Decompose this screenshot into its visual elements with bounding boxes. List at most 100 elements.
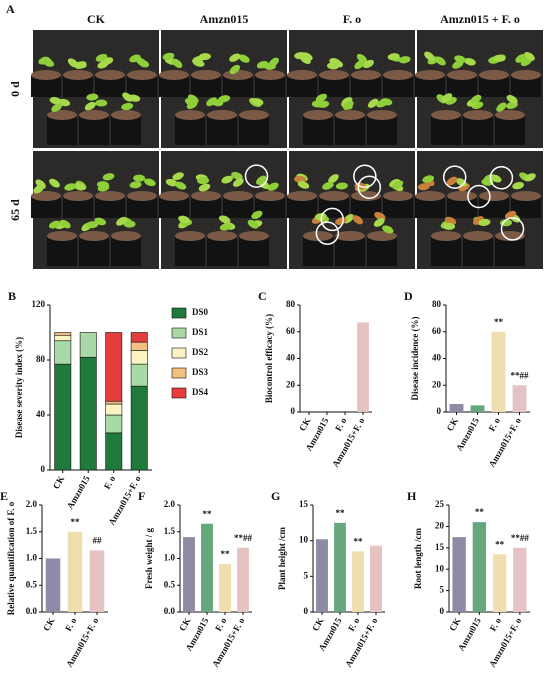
leaf xyxy=(443,222,456,230)
leaf xyxy=(398,56,411,64)
bar xyxy=(449,403,464,412)
x-tick-label: CK xyxy=(447,616,462,633)
leaf xyxy=(247,219,259,229)
bar-segment xyxy=(54,332,72,336)
bar-segment xyxy=(105,432,123,471)
leaf xyxy=(48,220,61,229)
soil xyxy=(223,70,253,80)
leaf xyxy=(311,100,324,108)
bar xyxy=(452,537,466,612)
pot xyxy=(223,75,253,97)
significance-label: **## xyxy=(234,533,253,543)
leaf xyxy=(133,174,146,182)
leaf xyxy=(33,184,45,194)
soil xyxy=(415,70,445,80)
leaf xyxy=(515,54,527,63)
y-axis-title: Disease severity index (%) xyxy=(14,337,24,438)
y-tick-label: 60 xyxy=(286,326,296,336)
y-axis-title: Plant height /cm xyxy=(277,527,287,590)
bar-segment xyxy=(130,332,148,343)
pot xyxy=(287,196,317,218)
leaf xyxy=(374,212,386,221)
bar-segment xyxy=(54,334,72,342)
highlight-circle xyxy=(489,165,514,190)
pot xyxy=(287,75,317,97)
panel-label: D xyxy=(404,289,413,303)
leaf xyxy=(524,173,536,182)
leaf xyxy=(238,54,250,63)
pot xyxy=(191,75,221,97)
leaf xyxy=(49,178,60,188)
significance-label: ** xyxy=(475,507,485,517)
significance-label: ** xyxy=(495,539,505,549)
pot xyxy=(479,196,509,218)
leaf xyxy=(162,52,175,61)
bar-segment xyxy=(105,403,123,416)
soil xyxy=(255,70,285,80)
leaf xyxy=(256,175,267,185)
leaf xyxy=(59,219,71,229)
pot xyxy=(383,75,413,97)
leaf xyxy=(455,178,467,187)
pot xyxy=(415,196,445,218)
y-tick-label: 40 xyxy=(36,409,46,419)
y-tick-label: 15 xyxy=(299,499,309,509)
panel-label: F xyxy=(138,489,145,503)
leaf xyxy=(102,173,115,181)
leaf xyxy=(417,183,430,191)
leaf xyxy=(446,176,458,186)
leaf xyxy=(251,98,264,106)
x-tick-label: Amzn015 xyxy=(65,474,92,511)
leaf xyxy=(493,54,506,62)
soil xyxy=(95,70,125,80)
leaf xyxy=(387,53,400,61)
x-tick-label: CK xyxy=(41,616,56,633)
significance-label: ** xyxy=(71,517,81,527)
y-tick-label: 120 xyxy=(32,299,46,309)
bar xyxy=(89,550,105,612)
soil xyxy=(479,191,509,201)
bar xyxy=(183,537,195,612)
leaf xyxy=(524,51,535,61)
leaf xyxy=(512,181,525,190)
soil xyxy=(463,110,493,120)
panel-label: C xyxy=(258,289,267,303)
highlight-circle xyxy=(500,217,525,241)
leaf xyxy=(86,221,99,229)
soil xyxy=(175,231,205,241)
column-header: Amzn015 xyxy=(200,12,249,26)
legend-label: DS1 xyxy=(192,327,209,337)
pot xyxy=(127,196,157,218)
y-tick-label: 0 xyxy=(41,464,46,474)
y-tick-label: 5 xyxy=(304,570,309,580)
leaf xyxy=(211,99,224,107)
pot xyxy=(351,75,381,97)
leaf xyxy=(64,183,77,191)
leaf xyxy=(73,182,86,191)
soil xyxy=(47,231,77,241)
y-tick-label: 80 xyxy=(36,354,46,364)
soil xyxy=(47,110,77,120)
leaf xyxy=(373,218,385,227)
leaf xyxy=(382,225,394,234)
soil xyxy=(511,70,541,80)
x-tick-label: CK xyxy=(177,616,192,633)
soil xyxy=(383,191,413,201)
soil xyxy=(335,231,365,241)
soil xyxy=(175,110,205,120)
pot xyxy=(127,75,157,97)
pot xyxy=(63,75,93,97)
soil xyxy=(495,110,525,120)
soil xyxy=(287,70,317,80)
bar-segment xyxy=(54,363,72,471)
y-tick-label: 0 xyxy=(437,406,442,416)
y-tick-label: 2.0 xyxy=(164,499,176,509)
highlight-circle xyxy=(315,221,340,245)
soil xyxy=(79,110,109,120)
y-tick-label: 1.5 xyxy=(26,526,38,536)
leaf xyxy=(51,103,63,112)
pot xyxy=(511,75,541,97)
leaf xyxy=(267,182,279,191)
y-tick-label: 0.5 xyxy=(164,579,176,589)
pot xyxy=(255,75,285,97)
